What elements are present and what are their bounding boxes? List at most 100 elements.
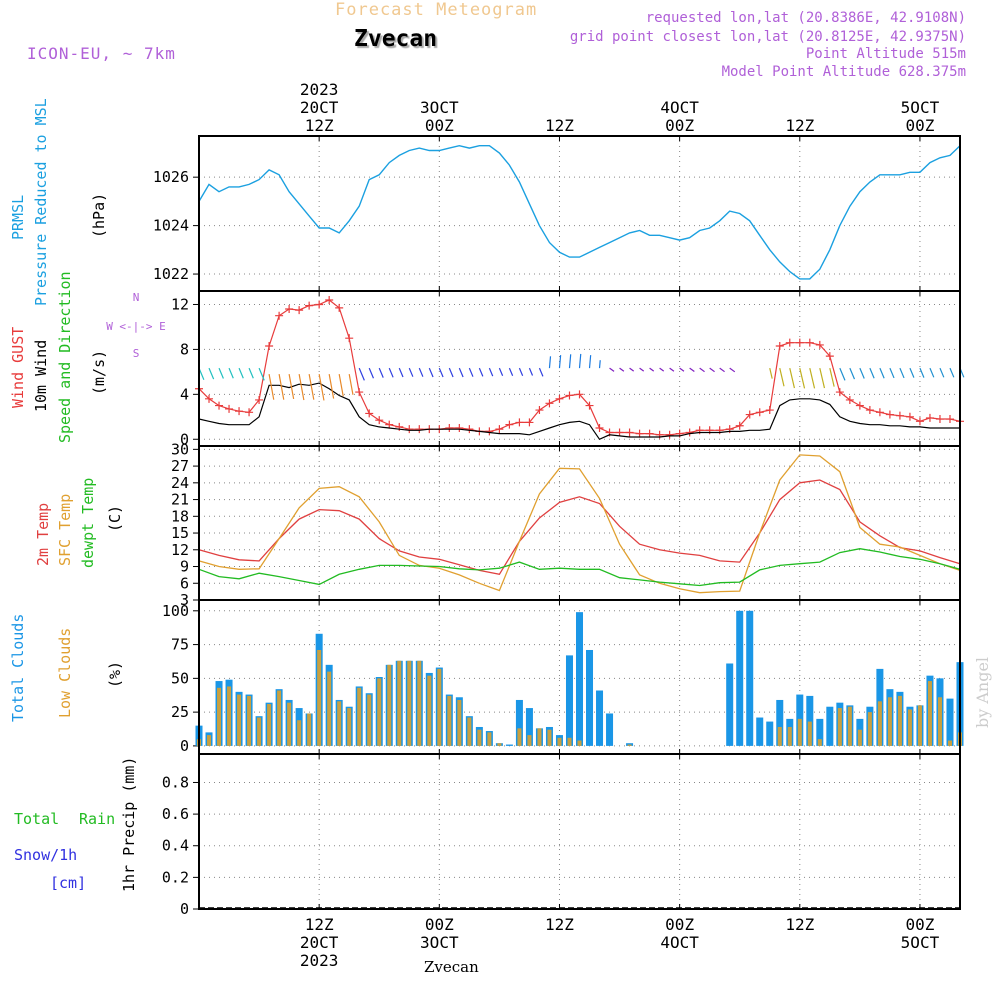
time-label-bottom: 3OCT: [420, 933, 459, 952]
time-label-bottom: 5OCT: [901, 933, 940, 952]
gust-point: [565, 391, 574, 400]
gust-point: [585, 401, 594, 410]
total-cloud-bar: [826, 706, 834, 746]
wind-direction-arrow: [458, 367, 464, 378]
total-cloud-bar: [565, 655, 573, 746]
wind-direction-arrow: [609, 367, 615, 372]
wind-direction-arrow: [689, 367, 695, 373]
gust-point: [595, 424, 604, 433]
gust-point: [925, 413, 934, 422]
total-cloud-bar: [726, 663, 734, 746]
gust-point: [555, 394, 564, 403]
y-tick-label: 50: [171, 669, 189, 687]
low-cloud-bar: [357, 687, 362, 746]
wind-direction-arrow: [478, 367, 484, 377]
low-cloud-bar: [807, 721, 812, 746]
low-cloud-bar: [787, 726, 792, 746]
low-cloud-bar: [327, 671, 332, 746]
gust-point: [205, 394, 214, 403]
total-cloud-bar: [756, 717, 764, 746]
gust-point: [685, 428, 694, 437]
gust-point: [895, 411, 904, 420]
total-cloud-bar: [525, 708, 533, 746]
low-cloud-bar: [407, 660, 412, 746]
low-cloud-bar: [397, 660, 402, 746]
y-tick-label: 27: [171, 457, 189, 475]
gust-point: [785, 338, 794, 347]
gust-point: [515, 418, 524, 427]
wind-direction-arrow: [949, 367, 955, 378]
wind-direction-arrow: [558, 355, 562, 369]
y-tick-label: 15: [171, 524, 189, 542]
low-cloud-bar: [367, 694, 372, 746]
wind-direction-arrow: [659, 367, 665, 372]
gust-point: [305, 301, 314, 310]
gust-point: [875, 408, 884, 417]
low-cloud-bar: [307, 713, 312, 746]
low-cloud-bar: [547, 729, 552, 746]
low-cloud-bar: [847, 706, 852, 746]
wind-direction-arrow: [378, 367, 384, 378]
low-cloud-bar: [887, 697, 892, 746]
panel-border: [198, 753, 961, 910]
gust-point: [525, 418, 534, 427]
gust-point: [905, 412, 914, 421]
wind-direction-arrow: [869, 367, 875, 379]
low-cloud-bar: [217, 687, 222, 746]
gust-point: [245, 408, 254, 417]
wind-direction-arrow: [629, 367, 635, 372]
wind-direction-arrow: [769, 367, 773, 379]
gust-point: [795, 338, 804, 347]
wind-direction-arrow: [428, 367, 434, 378]
gust-point: [315, 300, 324, 309]
footer-station: Zvecan: [424, 958, 479, 976]
wind-direction-arrow: [518, 367, 524, 377]
gust-point: [325, 295, 334, 304]
gust-point: [835, 388, 844, 397]
wind-direction-arrow: [388, 367, 394, 378]
wind-direction-arrow: [809, 367, 816, 389]
wind-direction-arrow: [258, 367, 265, 381]
gust-point: [505, 420, 514, 429]
y-tick-label: 8: [180, 340, 189, 358]
wind-direction-arrow: [418, 367, 424, 377]
wind-direction-arrow: [228, 367, 234, 379]
y-tick-label: 0: [180, 900, 189, 918]
gust-point: [825, 352, 834, 361]
wind-direction-arrow: [819, 367, 826, 389]
gust-point: [545, 399, 554, 408]
low-cloud-bar: [417, 660, 422, 746]
meteogram-title: Forecast Meteogram: [335, 0, 538, 20]
wind-series-line: [198, 382, 960, 441]
gust-point: [215, 401, 224, 410]
wind-direction-arrow: [669, 367, 675, 372]
low-cloud-bar: [437, 668, 442, 746]
low-cloud-bar: [447, 695, 452, 746]
low-cloud-bar: [557, 737, 562, 746]
time-label-top: 4OCT: [660, 98, 699, 117]
total-cloud-bar: [596, 690, 604, 746]
wind-direction-arrow: [699, 367, 705, 373]
precip-rain-label: Rain: [79, 810, 116, 828]
wind-direction-arrow: [568, 354, 572, 369]
total-cloud-bar: [505, 744, 513, 746]
gust-point: [415, 425, 424, 434]
gust-point: [845, 395, 854, 404]
low-cloud-bar: [337, 701, 342, 746]
low-cloud-bar: [797, 718, 802, 746]
gust-point: [345, 334, 354, 343]
wind-direction-arrow: [598, 360, 601, 369]
wind-direction-arrow: [639, 367, 645, 372]
wind-direction-arrow: [268, 374, 275, 400]
time-label-top: 00Z: [665, 116, 694, 135]
wind-direction-arrow: [839, 367, 846, 381]
gust-point: [465, 425, 474, 434]
time-label-bottom: 2023: [300, 951, 339, 970]
wind-direction-arrow: [338, 374, 344, 397]
panel-2: 0 4 8 12: [171, 291, 960, 448]
gust-point: [225, 404, 234, 413]
time-label-top: 12Z: [545, 116, 574, 135]
precip-snow-label: Snow/1h: [14, 846, 78, 864]
time-label-bottom: 12Z: [545, 915, 574, 934]
wind-direction-arrow: [508, 367, 514, 377]
